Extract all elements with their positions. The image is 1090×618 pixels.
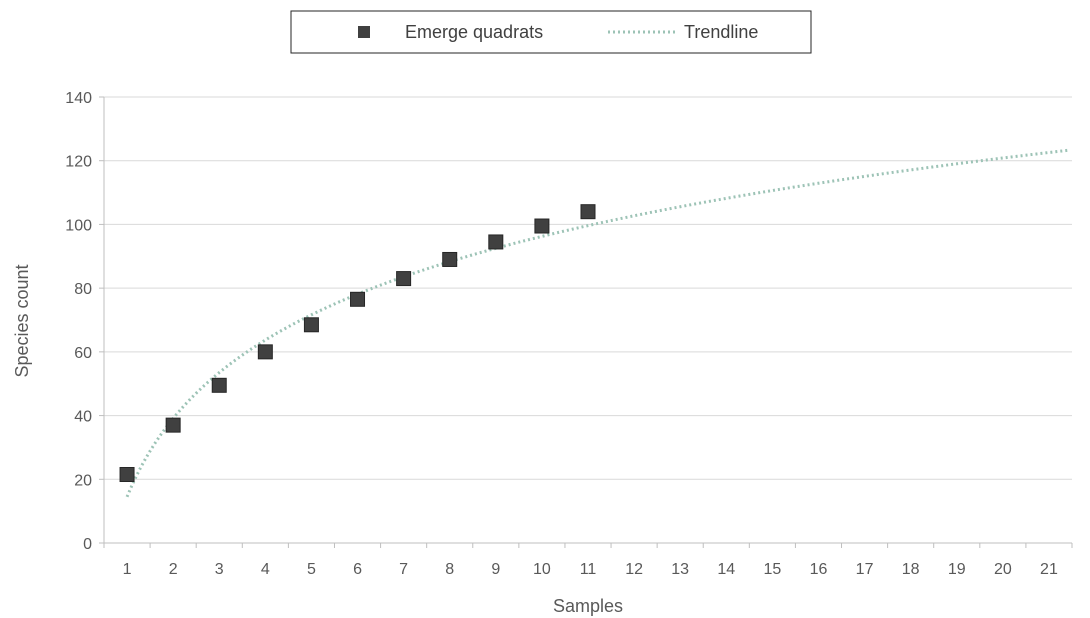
legend-entry-emerge-quadrats: Emerge quadrats	[405, 22, 543, 42]
y-tick-label: 140	[65, 90, 92, 107]
data-point-6	[350, 291, 366, 307]
x-tick-labels: 1 2 3 4 5 6 7 8 9 10 11 12 13 14 15 16 17 18 19 20 21	[123, 561, 1058, 578]
x-tick-label: 15	[763, 561, 781, 578]
y-tick-label: 120	[65, 154, 92, 171]
trendline	[125, 148, 1068, 498]
x-tick-label: 13	[671, 561, 689, 578]
x-axis-title: Samples	[553, 596, 623, 616]
x-tick-label: 16	[810, 561, 828, 578]
x-tick-label: 17	[856, 561, 874, 578]
data-point-8	[442, 251, 458, 267]
data-point-9	[488, 234, 504, 250]
x-tick-label: 11	[580, 561, 597, 578]
gridlines	[104, 96, 1072, 480]
legend-entry-trendline: Trendline	[684, 22, 758, 42]
y-tick-label: 100	[65, 217, 92, 234]
data-point-11	[580, 204, 596, 220]
x-tick-label: 6	[353, 561, 362, 578]
x-tick-label: 20	[994, 561, 1012, 578]
y-tick-labels: 0 20 40 60 80 100 120 140	[65, 90, 92, 553]
x-tick-label: 7	[399, 561, 408, 578]
x-tick-label: 18	[902, 561, 920, 578]
y-axis-title: Species count	[12, 264, 32, 377]
y-tick-label: 20	[74, 472, 92, 489]
x-tick-label: 19	[948, 561, 966, 578]
data-point-5	[303, 317, 319, 333]
data-point-10	[534, 218, 550, 234]
x-tick-label: 9	[491, 561, 500, 578]
y-tick-label: 80	[74, 281, 92, 298]
x-tick-label: 2	[169, 561, 178, 578]
x-tick-label: 1	[123, 561, 132, 578]
data-point-1	[119, 467, 135, 483]
data-point-7	[396, 271, 412, 287]
x-tick-label: 14	[717, 561, 735, 578]
data-points	[119, 204, 596, 483]
x-tick-label: 4	[261, 561, 270, 578]
x-tick-label: 21	[1040, 561, 1058, 578]
y-tick-label: 60	[74, 345, 92, 362]
legend-box	[290, 10, 812, 54]
axes	[99, 96, 1073, 548]
x-tick-label: 8	[445, 561, 454, 578]
x-tick-label: 10	[533, 561, 551, 578]
data-point-2	[165, 417, 181, 433]
data-point-3	[211, 377, 227, 393]
data-point-4	[257, 344, 273, 360]
y-tick-label: 40	[74, 409, 92, 426]
trendline-path	[125, 148, 1068, 498]
legend-marker-square	[358, 26, 370, 38]
legend: Emerge quadrats Trendline	[290, 10, 812, 54]
x-tick-label: 5	[307, 561, 316, 578]
y-tick-label: 0	[83, 536, 92, 553]
x-tick-label: 12	[625, 561, 643, 578]
x-tick-label: 3	[215, 561, 224, 578]
